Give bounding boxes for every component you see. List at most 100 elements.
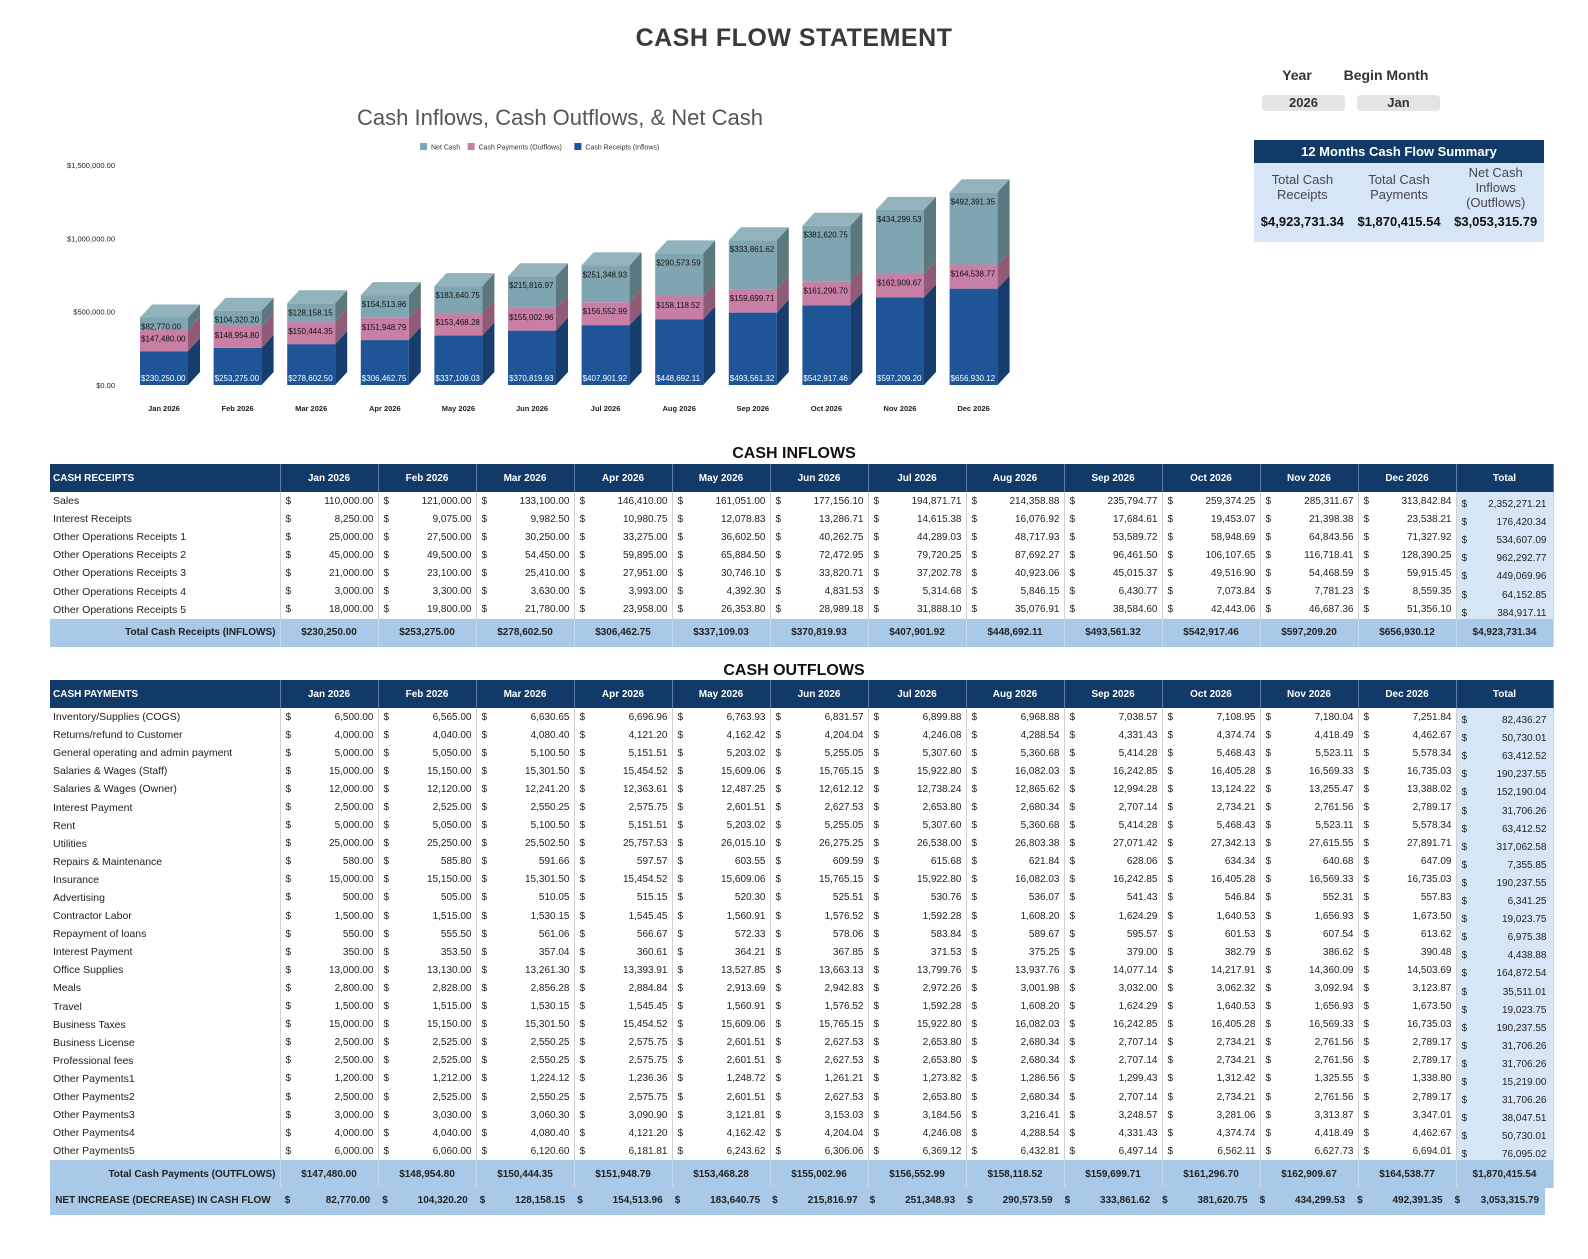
amount-cell[interactable]: 530.76 bbox=[868, 888, 967, 908]
amount-cell[interactable]: 23,100.00 bbox=[378, 564, 477, 583]
amount-cell[interactable]: 13,527.85 bbox=[672, 961, 771, 980]
amount-cell[interactable]: 16,569.33 bbox=[1260, 870, 1359, 889]
amount-cell[interactable]: 6,565.00 bbox=[378, 708, 477, 727]
amount-cell[interactable]: 6,432.81 bbox=[966, 1142, 1065, 1161]
amount-cell[interactable]: 541.43 bbox=[1064, 888, 1163, 908]
amount-cell[interactable]: 2,627.53 bbox=[770, 1033, 869, 1052]
amount-cell[interactable]: 3,090.90 bbox=[574, 1106, 673, 1125]
amount-cell[interactable]: 634.34 bbox=[1162, 852, 1261, 871]
amount-cell[interactable]: 161,051.00 bbox=[672, 492, 771, 511]
amount-cell[interactable]: 13,393.91 bbox=[574, 961, 673, 980]
amount-cell[interactable]: 26,538.00 bbox=[868, 834, 967, 853]
amount-cell[interactable]: 1,200.00 bbox=[280, 1069, 379, 1088]
amount-cell[interactable]: 2,680.34 bbox=[966, 798, 1065, 817]
amount-cell[interactable]: 30,746.10 bbox=[672, 564, 771, 583]
amount-cell[interactable]: 23,958.00 bbox=[574, 600, 673, 619]
amount-cell[interactable]: 13,663.13 bbox=[770, 961, 869, 980]
amount-cell[interactable]: 1,545.45 bbox=[574, 907, 673, 926]
amount-cell[interactable]: 30,250.00 bbox=[476, 528, 575, 547]
amount-cell[interactable]: 14,360.09 bbox=[1260, 961, 1359, 980]
amount-cell[interactable]: 116,718.41 bbox=[1260, 546, 1359, 565]
amount-cell[interactable]: 5,360.68 bbox=[966, 816, 1065, 835]
amount-cell[interactable]: 3,630.00 bbox=[476, 582, 575, 601]
amount-cell[interactable]: 4,204.04 bbox=[770, 1124, 869, 1143]
amount-cell[interactable]: 15,150.00 bbox=[378, 1015, 477, 1034]
amount-cell[interactable]: 21,000.00 bbox=[280, 564, 379, 583]
amount-cell[interactable]: 4,462.67 bbox=[1358, 726, 1457, 745]
amount-cell[interactable]: 16,076.92 bbox=[966, 510, 1065, 529]
amount-cell[interactable]: 3,121.81 bbox=[672, 1106, 771, 1125]
amount-cell[interactable]: 26,015.10 bbox=[672, 834, 771, 853]
amount-cell[interactable]: 21,780.00 bbox=[476, 600, 575, 619]
amount-cell[interactable]: 5,414.28 bbox=[1064, 744, 1163, 763]
amount-cell[interactable]: 59,895.00 bbox=[574, 546, 673, 565]
amount-cell[interactable]: 1,515.00 bbox=[378, 907, 477, 926]
amount-cell[interactable]: 146,410.00 bbox=[574, 492, 673, 511]
amount-cell[interactable]: 4,040.00 bbox=[378, 1124, 477, 1143]
amount-cell[interactable]: 1,608.20 bbox=[966, 907, 1065, 926]
amount-cell[interactable]: 1,576.52 bbox=[770, 907, 869, 926]
amount-cell[interactable]: 1,656.93 bbox=[1260, 997, 1359, 1016]
amount-cell[interactable]: 285,311.67 bbox=[1260, 492, 1359, 511]
amount-cell[interactable]: 15,765.15 bbox=[770, 762, 869, 781]
amount-cell[interactable]: 1,261.21 bbox=[770, 1069, 869, 1088]
amount-cell[interactable]: 12,000.00 bbox=[280, 780, 379, 799]
amount-cell[interactable]: 1,608.20 bbox=[966, 997, 1065, 1016]
amount-cell[interactable]: 106,107.65 bbox=[1162, 546, 1261, 565]
amount-cell[interactable]: 3,032.00 bbox=[1064, 979, 1163, 998]
amount-cell[interactable]: 2,550.25 bbox=[476, 1051, 575, 1070]
amount-cell[interactable]: 3,248.57 bbox=[1064, 1106, 1163, 1125]
amount-cell[interactable]: 13,799.76 bbox=[868, 961, 967, 980]
amount-cell[interactable]: 2,761.56 bbox=[1260, 1033, 1359, 1052]
amount-cell[interactable]: 31,888.10 bbox=[868, 600, 967, 619]
amount-cell[interactable]: 5,307.60 bbox=[868, 816, 967, 835]
amount-cell[interactable]: 15,454.52 bbox=[574, 870, 673, 889]
amount-cell[interactable]: 87,692.27 bbox=[966, 546, 1065, 565]
amount-cell[interactable]: 14,615.38 bbox=[868, 510, 967, 529]
amount-cell[interactable]: 360.61 bbox=[574, 943, 673, 962]
amount-cell[interactable]: 1,212.00 bbox=[378, 1069, 477, 1088]
amount-cell[interactable]: 6,306.06 bbox=[770, 1142, 869, 1161]
amount-cell[interactable]: 27,342.13 bbox=[1162, 834, 1261, 853]
amount-cell[interactable]: 2,653.80 bbox=[868, 1087, 967, 1107]
amount-cell[interactable]: 2,653.80 bbox=[868, 1051, 967, 1070]
amount-cell[interactable]: 3,000.00 bbox=[280, 582, 379, 601]
amount-cell[interactable]: 1,656.93 bbox=[1260, 907, 1359, 926]
amount-cell[interactable]: 15,301.50 bbox=[476, 1015, 575, 1034]
amount-cell[interactable]: 2,601.51 bbox=[672, 1033, 771, 1052]
amount-cell[interactable]: 390.48 bbox=[1358, 943, 1457, 962]
amount-cell[interactable]: 578.06 bbox=[770, 925, 869, 944]
amount-cell[interactable]: 607.54 bbox=[1260, 925, 1359, 944]
amount-cell[interactable]: 3,153.03 bbox=[770, 1106, 869, 1125]
amount-cell[interactable]: 353.50 bbox=[378, 943, 477, 962]
amount-cell[interactable]: 4,246.08 bbox=[868, 1124, 967, 1143]
amount-cell[interactable]: 1,592.28 bbox=[868, 907, 967, 926]
amount-cell[interactable]: 5,255.05 bbox=[770, 816, 869, 835]
amount-cell[interactable]: 7,781.23 bbox=[1260, 582, 1359, 601]
amount-cell[interactable]: 13,255.47 bbox=[1260, 780, 1359, 799]
amount-cell[interactable]: 72,472.95 bbox=[770, 546, 869, 565]
amount-cell[interactable]: 8,250.00 bbox=[280, 510, 379, 529]
amount-cell[interactable]: 4,162.42 bbox=[672, 726, 771, 745]
amount-cell[interactable]: 3,216.41 bbox=[966, 1106, 1065, 1125]
amount-cell[interactable]: 5,050.00 bbox=[378, 816, 477, 835]
amount-cell[interactable]: 15,765.15 bbox=[770, 870, 869, 889]
amount-cell[interactable]: 1,673.50 bbox=[1358, 907, 1457, 926]
amount-cell[interactable]: 65,884.50 bbox=[672, 546, 771, 565]
amount-cell[interactable]: 4,288.54 bbox=[966, 1124, 1065, 1143]
amount-cell[interactable]: 6,831.57 bbox=[770, 708, 869, 727]
amount-cell[interactable]: 42,443.06 bbox=[1162, 600, 1261, 619]
amount-cell[interactable]: 25,757.53 bbox=[574, 834, 673, 853]
amount-cell[interactable]: 26,353.80 bbox=[672, 600, 771, 619]
amount-cell[interactable]: 2,680.34 bbox=[966, 1033, 1065, 1052]
amount-cell[interactable]: 121,000.00 bbox=[378, 492, 477, 511]
amount-cell[interactable]: 1,500.00 bbox=[280, 907, 379, 926]
amount-cell[interactable]: 566.67 bbox=[574, 925, 673, 944]
amount-cell[interactable]: 37,202.78 bbox=[868, 564, 967, 583]
amount-cell[interactable]: 2,734.21 bbox=[1162, 1033, 1261, 1052]
amount-cell[interactable]: 4,121.20 bbox=[574, 1124, 673, 1143]
amount-cell[interactable]: 46,687.36 bbox=[1260, 600, 1359, 619]
amount-cell[interactable]: 6,000.00 bbox=[280, 1142, 379, 1161]
amount-cell[interactable]: 25,000.00 bbox=[280, 834, 379, 853]
amount-cell[interactable]: 2,707.14 bbox=[1064, 1033, 1163, 1052]
